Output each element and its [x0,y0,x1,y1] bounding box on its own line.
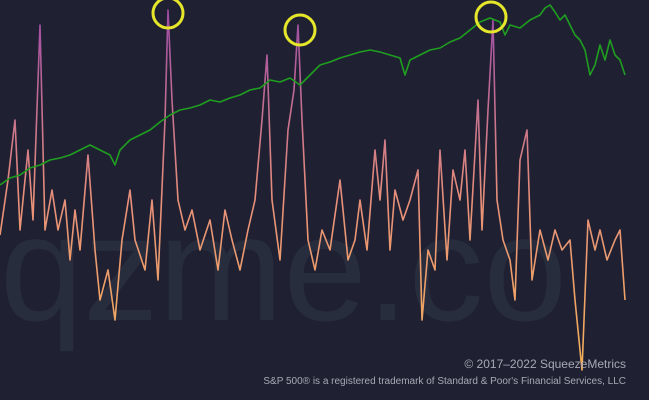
highlight-circle [151,0,185,30]
plot [0,4,626,371]
series-line [0,4,626,186]
highlight-circle [474,0,508,34]
trademark-note: S&P 500® is a registered trademark of St… [263,376,626,387]
series-line [0,9,626,371]
highlight-circle [283,13,317,47]
copyright: © 2017–2022 SqueezeMetrics [464,357,626,371]
